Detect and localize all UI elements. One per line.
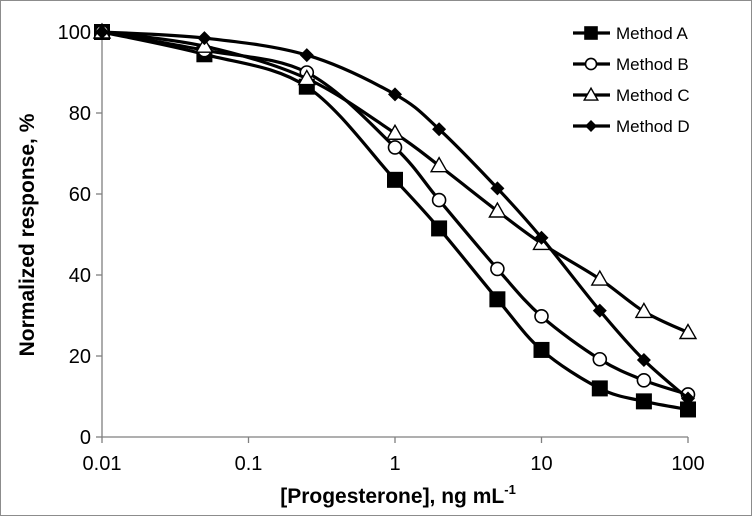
x-tick-label: 100 <box>671 453 704 475</box>
marker-triangle <box>195 36 214 53</box>
marker-circle <box>592 351 608 367</box>
marker-diamond <box>585 120 597 132</box>
marker-diamond <box>592 303 607 318</box>
y-tick-label: 60 <box>69 184 91 206</box>
marker-circle <box>431 192 447 208</box>
marker-square <box>591 380 608 397</box>
axes: 0 20 40 60 80 100 0.01 0.1 1 10 100 <box>58 22 705 475</box>
legend-item-method-a: Method A <box>573 24 688 43</box>
marker-triangle <box>385 123 405 140</box>
y-tick-label: 0 <box>80 427 91 449</box>
legend-label: Method D <box>616 117 690 136</box>
marker-square <box>387 171 403 188</box>
y-tick-label: 20 <box>69 346 91 368</box>
marker-triangle <box>582 86 600 101</box>
x-axis-title-superscript: -1 <box>504 482 516 497</box>
marker-diamond <box>534 230 549 245</box>
x-tick-label: 0.1 <box>235 453 263 475</box>
marker-circle <box>636 372 652 388</box>
x-axis-title: [Progesterone], ng mL-1 <box>280 482 516 508</box>
legend-label: Method C <box>616 86 690 105</box>
marker-diamond <box>432 122 447 137</box>
marker-triangle <box>634 302 654 319</box>
legend-label: Method A <box>616 24 688 43</box>
y-axis-title: Normalized response, % <box>16 113 39 356</box>
marker-circle <box>584 57 598 71</box>
marker-triangle <box>590 269 610 286</box>
legend-item-method-b: Method B <box>573 55 689 74</box>
marker-triangle <box>297 69 317 86</box>
x-tick-label: 1 <box>389 453 400 475</box>
marker-square <box>680 401 696 418</box>
legend: Method A Method B Method C Method D <box>573 24 690 136</box>
marker-diamond <box>197 31 212 46</box>
marker-triangle <box>429 156 449 173</box>
legend-item-method-c: Method C <box>573 86 690 105</box>
series-method-d <box>95 25 695 406</box>
legend-item-method-d: Method D <box>573 117 690 136</box>
legend-label: Method B <box>616 55 689 74</box>
marker-diamond <box>388 87 402 102</box>
marker-square <box>533 341 550 358</box>
series-layer <box>92 22 698 418</box>
marker-circle <box>490 261 505 277</box>
marker-triangle <box>678 323 698 340</box>
y-tick-label: 100 <box>58 22 91 44</box>
marker-square <box>431 220 448 237</box>
marker-circle <box>387 140 403 155</box>
marker-circle <box>534 309 549 324</box>
marker-square <box>584 26 598 40</box>
series-line <box>101 30 690 400</box>
marker-diamond <box>95 25 109 39</box>
marker-square <box>635 393 652 410</box>
x-tick-label: 10 <box>530 453 552 475</box>
y-tick-label: 80 <box>69 103 91 125</box>
marker-diamond <box>299 48 314 63</box>
x-tick-label: 0.01 <box>83 453 122 475</box>
marker-triangle <box>488 201 507 218</box>
marker-diamond <box>636 353 651 368</box>
x-axis-title-text: [Progesterone], ng mL <box>280 485 504 508</box>
marker-square <box>489 291 506 308</box>
y-tick-label: 40 <box>69 265 91 287</box>
marker-diamond <box>490 181 505 196</box>
marker-diamond <box>681 391 695 406</box>
